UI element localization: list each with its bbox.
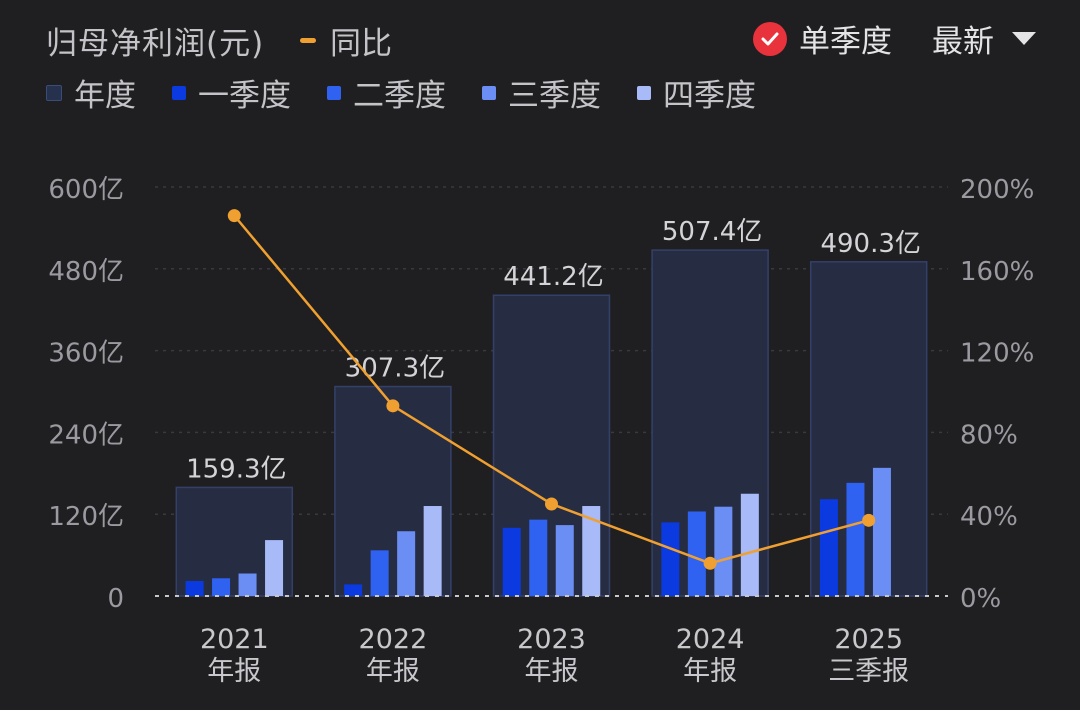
yoy-legend: 同比 [300,18,392,63]
left-axis-tick-label: 360亿 [48,339,124,369]
quarter-bar [397,531,416,596]
x-axis-year-label: 2021 [200,624,269,655]
x-axis-year-label: 2024 [676,624,745,655]
x-axis-period-label: 年报 [207,656,261,687]
quarter-bar [185,581,204,596]
x-axis-year-label: 2025 [834,624,903,655]
left-axis-tick-label: 600亿 [48,175,124,205]
legend-label-annual: 年度 [74,78,136,114]
quarter-bar [555,525,574,596]
annual-value-label: 159.3亿 [186,454,286,484]
quarter-bar [344,584,363,596]
legend-item-q4[interactable]: 四季度 [637,70,756,115]
quarter-bar [687,511,706,596]
legend-label-q3: 三季度 [508,78,601,114]
check-icon [761,32,779,45]
legend-swatch-q4 [637,85,651,100]
yoy-line-swatch [300,38,316,43]
legend-item-annual[interactable]: 年度 [46,70,136,115]
header-title: 归母净利润(元) [46,26,265,62]
left-axis-tick-label: 0 [107,584,124,614]
single-quarter-label[interactable]: 单季度 [799,24,892,60]
x-axis-period-label: 三季报 [828,656,909,687]
x-axis-period-label: 年报 [525,656,579,687]
right-axis-tick-label: 40% [960,502,1018,532]
x-axis-year-label: 2022 [359,624,428,655]
legend: 年度 一季度 二季度 三季度 四季度 [46,70,792,115]
yoy-label: 同比 [330,26,392,62]
legend-label-q1: 一季度 [198,78,291,114]
x-axis-period-label: 年报 [683,656,737,687]
x-axis-year-label: 2023 [517,624,586,655]
yoy-point [227,209,241,223]
quarter-bar [423,506,442,596]
quarter-bar [582,506,601,596]
legend-label-q4: 四季度 [663,78,756,114]
quarter-bar [238,573,257,596]
quarter-bar [502,527,521,596]
left-axis-tick-label: 240亿 [48,420,124,450]
quarter-bar [714,506,733,596]
quarter-bar [872,467,891,596]
quarter-bar [529,519,548,596]
quarter-bar [819,499,838,596]
quarter-bar [846,482,865,596]
yoy-point [862,513,876,527]
legend-label-q2: 二季度 [353,78,446,114]
right-axis-tick-label: 80% [960,420,1018,450]
yoy-point [703,556,717,570]
legend-item-q3[interactable]: 三季度 [482,70,601,115]
annual-value-label: 307.3亿 [345,354,445,384]
quarter-bar [661,522,680,596]
legend-item-q2[interactable]: 二季度 [327,70,446,115]
chevron-down-icon[interactable] [1012,32,1036,45]
single-quarter-checkbox[interactable] [753,21,787,56]
legend-swatch-q1 [172,85,186,100]
legend-swatch-q3 [482,85,496,100]
latest-dropdown[interactable]: 最新 [932,24,994,60]
quarter-bar [265,540,284,596]
quarter-bar [370,550,389,596]
legend-swatch-annual [46,84,62,101]
annual-value-label: 441.2亿 [503,262,603,292]
legend-swatch-q2 [327,85,341,100]
annual-value-label: 490.3亿 [820,229,920,259]
right-axis-tick-label: 200% [960,175,1034,205]
left-axis-tick-label: 120亿 [48,502,124,532]
x-axis-period-label: 年报 [366,656,420,687]
right-axis-tick-label: 160% [960,257,1034,287]
right-axis-tick-label: 120% [960,339,1034,369]
legend-item-q1[interactable]: 一季度 [172,70,291,115]
right-axis-tick-label: 0% [960,584,1001,614]
yoy-point [386,399,400,413]
left-axis-tick-label: 480亿 [48,257,124,287]
quarter-bar [212,578,231,596]
yoy-point [545,497,558,511]
quarter-bar [740,493,759,596]
annual-value-label: 507.4亿 [662,217,762,247]
